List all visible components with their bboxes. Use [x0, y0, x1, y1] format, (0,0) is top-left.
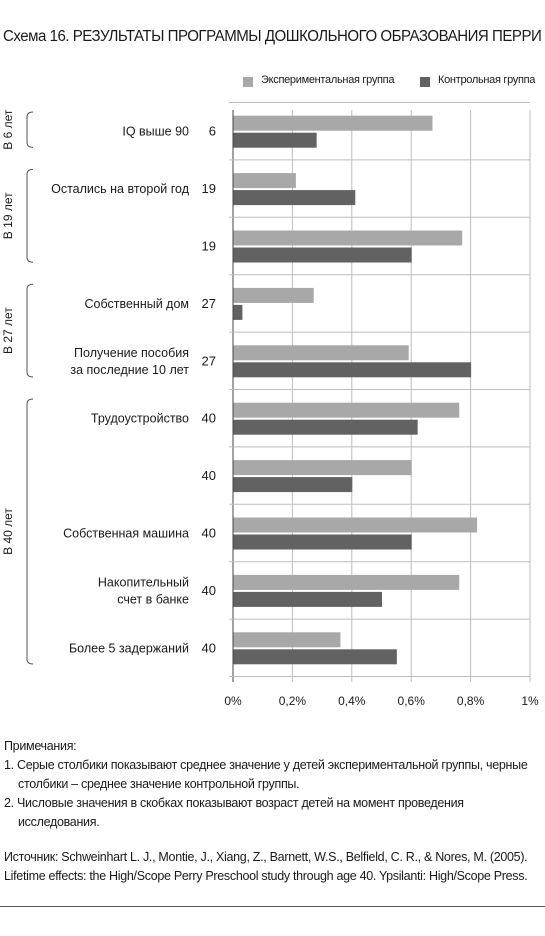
note-item-2: 2. Числовые значения в скобках показываю… — [4, 794, 542, 832]
category-label-line: счет в банке — [117, 592, 189, 606]
bar-control — [234, 535, 412, 550]
category-label: Трудоустройство — [91, 412, 189, 426]
group-label: В 19 лет — [1, 192, 15, 239]
category-label: Получение пособия за последние 10 лет — [70, 346, 189, 377]
category-label: Накопительный счет в банке — [98, 575, 189, 606]
bar-control — [234, 592, 383, 607]
x-tick-label: 0,6% — [398, 694, 426, 708]
bar-control — [234, 477, 353, 492]
note-item-1: 1. Серые столбики показывают среднее зна… — [4, 756, 542, 794]
bar-experimental — [234, 116, 433, 131]
group-label: В 40 лет — [1, 508, 15, 555]
category-label-line: Собственный дом — [84, 297, 189, 311]
group-label: В 6 лет — [1, 109, 15, 150]
category-label: Более 5 задержаний — [69, 641, 189, 655]
group-bracket — [27, 112, 33, 147]
group-bracket — [27, 169, 33, 262]
x-tick-label: 0,4% — [338, 694, 366, 708]
category-label-line: Остались на второй год — [51, 182, 190, 196]
bar-experimental — [234, 632, 341, 647]
age-label: 6 — [209, 124, 216, 139]
bar-control — [234, 133, 317, 148]
category-label: Собственная машина — [63, 527, 189, 541]
age-label: 27 — [202, 296, 216, 311]
category-label: Остались на второй год — [51, 182, 190, 196]
bar-experimental — [234, 518, 478, 533]
age-label: 19 — [202, 239, 216, 254]
x-tick-label: 1% — [521, 694, 539, 708]
x-tick-label: 0,2% — [279, 694, 307, 708]
category-label-line: Получение пособия — [74, 346, 189, 360]
category-label-line: за последние 10 лет — [70, 363, 189, 377]
category-label-line: Более 5 задержаний — [69, 641, 189, 655]
category-label: IQ выше 90 — [122, 125, 189, 139]
bar-experimental — [234, 288, 314, 303]
bar-control — [234, 420, 418, 435]
x-tick-label: 0% — [224, 694, 242, 708]
category-label: Собственный дом — [84, 297, 189, 311]
age-label: 40 — [202, 526, 216, 541]
group-bracket — [27, 284, 33, 377]
bar-experimental — [234, 231, 463, 246]
source-citation: Источник: Schweinhart L. J., Montie, J.,… — [4, 848, 542, 886]
notes: Примечания: 1. Серые столбики показывают… — [4, 737, 542, 832]
age-label: 27 — [202, 353, 216, 368]
bar-experimental — [234, 460, 412, 475]
bar-control — [234, 190, 356, 205]
bar-chart: 0% 0,2% 0,4% 0,6% 0,8% 1% 6 IQ выше 90 19 Осталис… — [0, 0, 545, 720]
age-label: 40 — [202, 640, 216, 655]
age-label: 40 — [202, 468, 216, 483]
bar-control — [234, 362, 472, 377]
age-label: 19 — [202, 181, 216, 196]
age-label: 40 — [202, 411, 216, 426]
bar-control — [234, 248, 412, 263]
bar-control — [234, 649, 397, 664]
bar-experimental — [234, 403, 460, 418]
bottom-divider — [0, 906, 545, 907]
category-label-line: Накопительный — [98, 575, 189, 589]
category-label-line: IQ выше 90 — [122, 125, 189, 139]
bar-experimental — [234, 345, 409, 360]
age-label: 40 — [202, 583, 216, 598]
bar-control — [234, 305, 243, 320]
x-tick-label: 0,8% — [457, 694, 485, 708]
notes-heading: Примечания: — [4, 737, 542, 756]
bar-experimental — [234, 575, 460, 590]
group-label: В 27 лет — [1, 307, 15, 354]
category-label-line: Трудоустройство — [91, 412, 189, 426]
bar-experimental — [234, 173, 296, 188]
category-label-line: Собственная машина — [63, 527, 189, 541]
group-bracket — [27, 399, 33, 664]
